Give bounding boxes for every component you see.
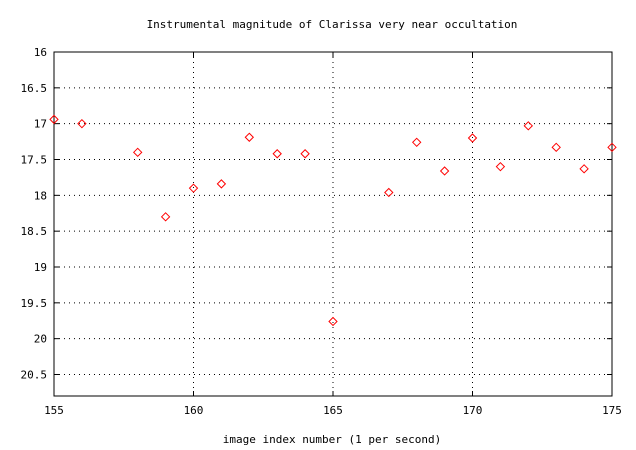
y-tick-label: 19 xyxy=(34,261,47,274)
x-tick-label: 175 xyxy=(602,404,622,417)
y-tick-label: 20 xyxy=(34,333,47,346)
x-tick-labels: 155 160 165 170 175 xyxy=(44,404,622,417)
data-point xyxy=(328,316,338,327)
data-point xyxy=(607,142,617,153)
grid-lines xyxy=(54,52,612,396)
data-point xyxy=(300,149,310,159)
data-point xyxy=(188,183,199,193)
x-axis-label: image index number (1 per second) xyxy=(223,433,442,446)
data-point xyxy=(523,121,534,131)
y-tick-label: 20.5 xyxy=(21,369,48,382)
y-tick-label: 16.5 xyxy=(21,82,48,95)
data-point xyxy=(384,187,394,198)
y-tick-labels: 16 16.5 17 17.5 18 18.5 19 19.5 20 20.5 xyxy=(21,46,48,382)
x-tick-label: 155 xyxy=(44,404,64,417)
data-point xyxy=(551,142,561,153)
data-point xyxy=(467,133,478,143)
axis-ticks xyxy=(53,51,613,396)
plot-frame xyxy=(53,51,613,397)
y-tick-label: 16 xyxy=(34,46,47,59)
data-points xyxy=(49,114,617,327)
y-tick-label: 17 xyxy=(34,118,47,131)
x-tick-label: 170 xyxy=(463,404,483,417)
data-point xyxy=(495,161,506,172)
y-tick-label: 18 xyxy=(34,189,47,202)
data-point xyxy=(579,164,589,174)
data-point xyxy=(216,179,227,189)
x-tick-label: 165 xyxy=(323,404,343,417)
y-tick-label: 17.5 xyxy=(21,154,48,167)
data-point xyxy=(272,149,282,159)
x-tick-label: 160 xyxy=(184,404,204,417)
data-point xyxy=(244,132,255,142)
data-point xyxy=(132,147,143,158)
data-point xyxy=(77,118,87,129)
y-tick-label: 18.5 xyxy=(21,225,48,238)
data-point xyxy=(49,114,59,125)
chart-title: Instrumental magnitude of Clarissa very … xyxy=(147,18,518,31)
y-tick-label: 19.5 xyxy=(21,297,48,310)
data-point xyxy=(411,137,422,148)
data-point xyxy=(160,212,171,222)
data-point xyxy=(439,166,450,176)
